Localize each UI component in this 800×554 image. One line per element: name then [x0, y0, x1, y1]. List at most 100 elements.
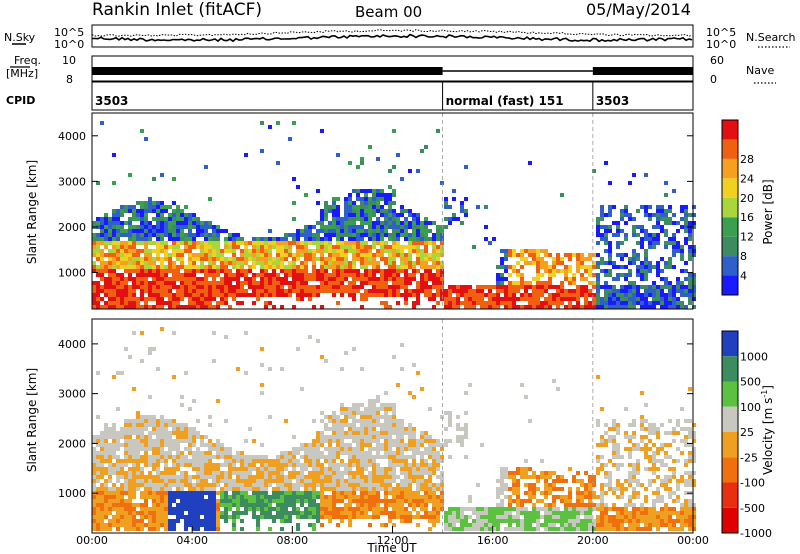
heatmap-cell	[496, 281, 500, 285]
heatmap-cell	[592, 169, 596, 173]
heatmap-cell	[280, 515, 284, 519]
heatmap-cell	[100, 519, 104, 523]
heatmap-cell	[356, 225, 360, 229]
heatmap-cell	[104, 233, 108, 237]
heatmap-cell	[656, 301, 660, 305]
heatmap-cell	[536, 281, 540, 285]
heatmap-cell	[284, 455, 288, 459]
heatmap-cell	[268, 281, 272, 285]
heatmap-cell	[504, 277, 508, 281]
heatmap-cell	[148, 435, 152, 439]
heatmap-cell	[268, 273, 272, 277]
heatmap-cell	[564, 511, 568, 515]
heatmap-cell	[296, 451, 300, 455]
heatmap-cell	[144, 281, 148, 285]
heatmap-cell	[232, 241, 236, 245]
heatmap-cell	[668, 297, 672, 301]
heatmap-cell	[96, 301, 100, 305]
heatmap-cell	[424, 265, 428, 269]
heatmap-cell	[216, 527, 220, 531]
heatmap-cell	[648, 213, 652, 217]
heatmap-cell	[548, 293, 552, 297]
heatmap-cell	[344, 245, 348, 249]
heatmap-cell	[352, 189, 356, 193]
heatmap-cell	[336, 419, 340, 423]
heatmap-cell	[296, 507, 300, 511]
heatmap-cell	[464, 197, 468, 201]
heatmap-cell	[544, 487, 548, 491]
heatmap-cell	[388, 455, 392, 459]
heatmap-cell	[504, 305, 508, 309]
heatmap-cell	[688, 301, 692, 305]
heatmap-cell	[204, 443, 208, 447]
heatmap-cell	[332, 233, 336, 237]
heatmap-cell	[232, 491, 236, 495]
heatmap-cell	[416, 301, 420, 305]
heatmap-cell	[516, 495, 520, 499]
heatmap-cell	[224, 229, 228, 233]
heatmap-cell	[340, 265, 344, 269]
heatmap-cell	[396, 443, 400, 447]
heatmap-cell	[284, 265, 288, 269]
heatmap-cell	[548, 519, 552, 523]
heatmap-cell	[136, 269, 140, 273]
heatmap-cell	[328, 245, 332, 249]
heatmap-cell	[552, 511, 556, 515]
heatmap-cell	[160, 483, 164, 487]
heatmap-cell	[588, 273, 592, 277]
heatmap-cell	[116, 293, 120, 297]
heatmap-cell	[432, 273, 436, 277]
heatmap-cell	[148, 197, 152, 201]
heatmap-cell	[200, 297, 204, 301]
heatmap-cell	[552, 257, 556, 261]
heatmap-cell	[160, 237, 164, 241]
heatmap-cell	[384, 241, 388, 245]
heatmap-cell	[268, 257, 272, 261]
heatmap-cell	[164, 463, 168, 467]
heatmap-cell	[652, 289, 656, 293]
heatmap-cell	[400, 467, 404, 471]
heatmap-cell	[264, 471, 268, 475]
heatmap-cell	[112, 261, 116, 265]
heatmap-cell	[280, 451, 284, 455]
power-frame	[91, 112, 694, 310]
heatmap-cell	[240, 479, 244, 483]
heatmap-cell	[364, 273, 368, 277]
heatmap-cell	[360, 241, 364, 245]
heatmap-cell	[500, 265, 504, 269]
heatmap-cell	[580, 257, 584, 261]
heatmap-cell	[544, 301, 548, 305]
heatmap-cell	[572, 475, 576, 479]
heatmap-cell	[400, 435, 404, 439]
heatmap-cell	[368, 439, 372, 443]
heatmap-cell	[204, 245, 208, 249]
heatmap-cell	[504, 475, 508, 479]
heatmap-cell	[212, 443, 216, 447]
heatmap-cell	[212, 233, 216, 237]
heatmap-cell	[92, 233, 96, 237]
heatmap-cell	[372, 479, 376, 483]
heatmap-cell	[124, 205, 128, 209]
heatmap-cell	[376, 289, 380, 293]
heatmap-cell	[156, 257, 160, 261]
heatmap-cell	[124, 483, 128, 487]
heatmap-cell	[196, 269, 200, 273]
heatmap-cell	[272, 507, 276, 511]
heatmap-cell	[228, 293, 232, 297]
heatmap-cell	[148, 459, 152, 463]
heatmap-cell	[380, 301, 384, 305]
heatmap-cell	[208, 289, 212, 293]
heatmap-cell	[100, 455, 104, 459]
heatmap-cell	[592, 527, 596, 531]
heatmap-cell	[356, 213, 360, 217]
heatmap-cell	[176, 229, 180, 233]
heatmap-cell	[436, 229, 440, 233]
heatmap-cell	[280, 245, 284, 249]
heatmap-cell	[356, 205, 360, 209]
heatmap-cell	[196, 293, 200, 297]
heatmap-cell	[652, 301, 656, 305]
heatmap-cell	[600, 213, 604, 217]
heatmap-cell	[500, 301, 504, 305]
heatmap-cell	[180, 515, 184, 519]
heatmap-cell	[356, 285, 360, 289]
